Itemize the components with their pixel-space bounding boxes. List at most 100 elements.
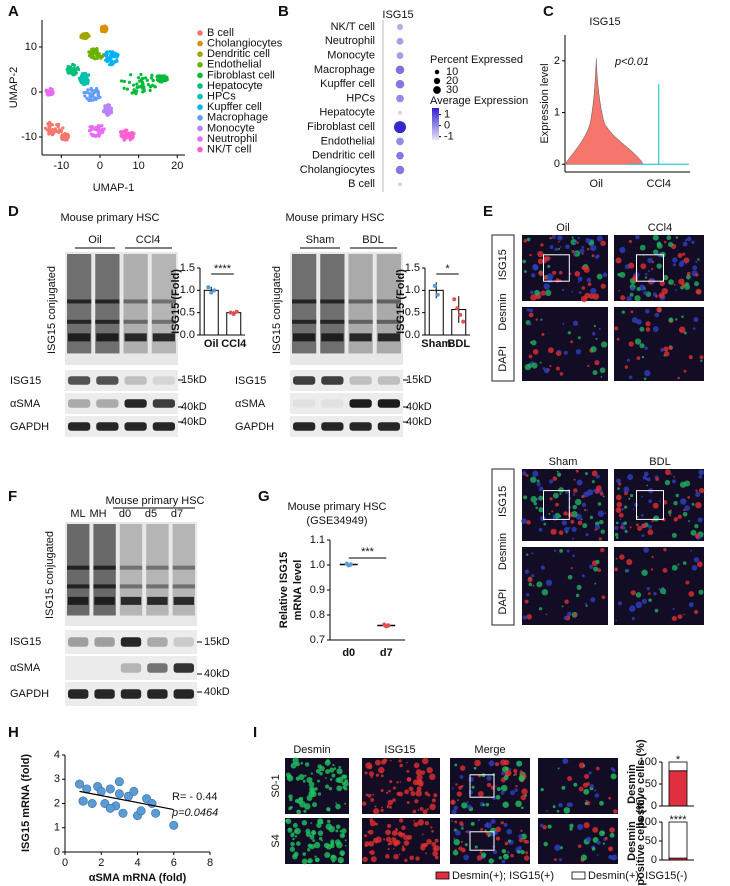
blot xyxy=(65,393,178,414)
micrograph-detail xyxy=(666,276,669,279)
legend-swatch xyxy=(197,83,203,89)
micrograph-detail xyxy=(522,259,527,264)
bar xyxy=(226,312,242,336)
micrograph-detail xyxy=(598,327,601,330)
micrograph-detail xyxy=(419,782,424,787)
point xyxy=(234,309,239,314)
micrograph-detail xyxy=(345,844,347,847)
micrograph-detail xyxy=(654,312,660,318)
blot-band xyxy=(152,333,175,342)
micrograph-detail xyxy=(403,840,410,846)
blot-band xyxy=(349,376,372,385)
micrograph-detail xyxy=(595,337,598,340)
micrograph-detail xyxy=(662,274,669,281)
cell-dot xyxy=(105,111,109,115)
point xyxy=(435,292,440,297)
cell-dot xyxy=(127,136,132,140)
micrograph-detail xyxy=(561,288,565,292)
y-tick-label: 2 xyxy=(54,797,60,809)
micrograph-detail xyxy=(590,346,597,353)
micrograph-detail xyxy=(581,253,584,255)
micrograph-detail xyxy=(683,331,687,335)
micrograph-detail xyxy=(555,278,560,283)
micrograph-detail xyxy=(302,852,307,856)
micrograph-detail xyxy=(402,832,406,836)
color-bar xyxy=(432,108,439,140)
zoom-box xyxy=(469,831,495,851)
micrograph-detail xyxy=(635,523,639,527)
micrograph-detail xyxy=(596,854,599,857)
blot-band xyxy=(349,399,372,408)
cell-dot xyxy=(85,96,89,100)
zoom-box xyxy=(543,254,570,282)
micrograph-detail xyxy=(480,852,487,858)
micrograph-detail xyxy=(465,830,468,833)
micrograph-detail xyxy=(648,592,651,595)
micrograph-detail xyxy=(554,512,561,519)
micrograph-detail xyxy=(398,818,404,823)
micrograph-detail xyxy=(666,235,672,241)
micrograph-detail xyxy=(419,806,424,811)
micrograph-detail xyxy=(384,854,390,859)
micrograph-detail xyxy=(531,273,536,278)
micrograph-detail xyxy=(655,294,658,298)
micrograph-detail xyxy=(566,549,570,553)
micrograph-detail xyxy=(319,771,323,776)
micrograph-detail xyxy=(584,292,591,299)
y-axis-label: UMAP-2 xyxy=(8,67,20,109)
micrograph-detail xyxy=(567,776,573,782)
micrograph-detail xyxy=(630,590,636,596)
y-axis-label: mRNA level xyxy=(292,560,304,621)
micrograph-detail xyxy=(324,851,331,859)
micrograph-detail xyxy=(338,765,341,769)
micrograph-detail xyxy=(414,799,419,804)
micrograph-detail xyxy=(596,273,603,280)
micrograph-detail xyxy=(641,569,648,577)
micrograph-detail xyxy=(392,798,396,802)
micrograph-detail xyxy=(526,520,531,525)
blot-band xyxy=(293,399,316,408)
row-label: GAPDH xyxy=(235,421,274,433)
micrograph-detail xyxy=(675,236,679,239)
y-tick-label: 0 xyxy=(651,854,657,866)
micrograph-detail xyxy=(660,348,664,352)
micrograph-detail xyxy=(538,486,544,492)
x-tick-label: CCl4 xyxy=(221,338,247,350)
micrograph-detail xyxy=(451,820,454,823)
cell-dot xyxy=(83,71,87,76)
micrograph-detail xyxy=(628,497,631,500)
legend-swatch xyxy=(197,40,203,47)
blot-band xyxy=(68,422,91,431)
micrograph-detail xyxy=(575,469,579,473)
micrograph-detail xyxy=(335,824,341,830)
micrograph-detail xyxy=(578,291,582,294)
micrograph-detail xyxy=(525,851,529,855)
micrograph-detail xyxy=(580,854,588,861)
micrograph-detail xyxy=(644,346,648,351)
blot xyxy=(290,370,403,391)
micrograph-detail xyxy=(496,786,501,792)
cell-dot xyxy=(92,89,96,93)
micrograph-detail xyxy=(572,504,578,510)
micrograph-detail xyxy=(639,244,646,251)
micrograph-detail xyxy=(553,549,557,553)
x-tick-label: Oil xyxy=(590,178,603,190)
micrograph-detail xyxy=(434,855,439,860)
micrograph xyxy=(522,547,608,625)
cell-dot xyxy=(122,137,126,141)
micrograph-detail xyxy=(533,501,537,506)
micrograph-detail xyxy=(365,762,372,769)
micrograph-detail xyxy=(695,260,698,264)
micrograph-detail xyxy=(647,270,650,273)
micrograph-detail xyxy=(686,271,691,276)
micrograph-detail xyxy=(684,282,690,287)
micrograph-detail xyxy=(335,829,339,833)
y-tick-label: 100 xyxy=(639,756,657,768)
micrograph-detail xyxy=(388,840,393,845)
micrograph-detail xyxy=(427,793,431,797)
micrograph-detail xyxy=(644,369,651,377)
group-label: CCl4 xyxy=(136,234,160,246)
micrograph-detail xyxy=(589,784,594,789)
y-tick-label: 1 xyxy=(54,822,60,834)
micrograph-detail xyxy=(412,779,419,786)
